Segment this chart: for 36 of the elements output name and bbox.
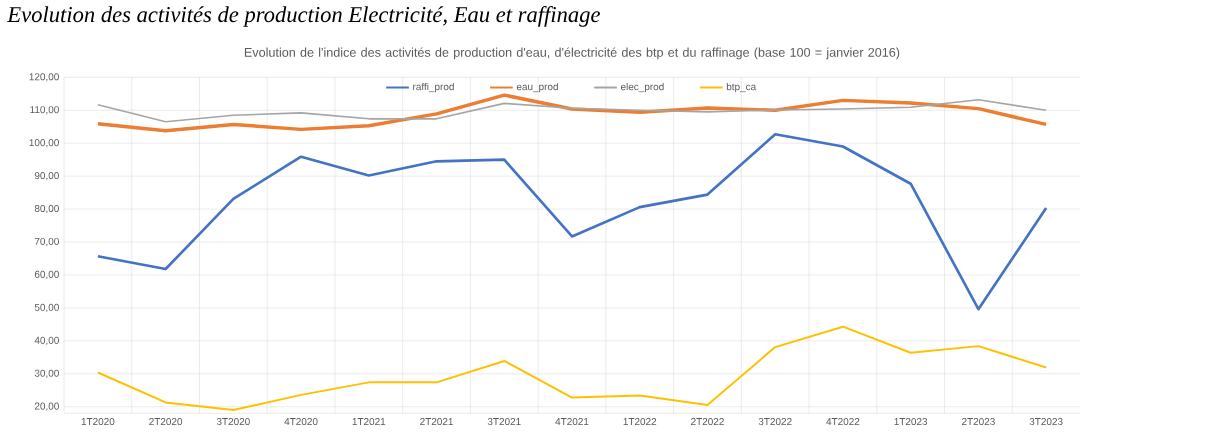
chart-subtitle: Evolution de l'indice des activités de production d'eau, d'électricité des btp et du raffinage (base 100 = janvier 2016) (244, 47, 900, 60)
x-tick-label: 2T2022 (691, 418, 724, 426)
x-tick-label: 1T2022 (623, 418, 657, 426)
x-tick-label: 3T2020 (216, 418, 250, 426)
y-tick-label: 40,00 (34, 336, 59, 346)
x-tick-label: 1T2020 (81, 418, 115, 426)
x-tick-label: 4T2021 (555, 418, 589, 426)
line-series (96, 325, 1048, 412)
y-tick-label: 60,00 (34, 271, 59, 280)
legend-label: elec_prod (620, 83, 664, 93)
legend-label: btp_ca (726, 83, 757, 93)
y-tick-label: 80,00 (34, 205, 59, 214)
x-tick-label: 2T2020 (149, 418, 183, 426)
y-tick-label: 30,00 (34, 369, 59, 379)
legend-label: raffi_prod (413, 83, 454, 93)
line-series (97, 99, 1047, 123)
x-tick-label: 3T2022 (758, 418, 792, 426)
y-tick-label: 90,00 (34, 172, 59, 181)
y-tick-label: 120,00 (29, 73, 59, 82)
line-series (96, 93, 1048, 133)
x-tick-label: 1T2021 (352, 418, 386, 426)
x-tick-label: 2T2023 (962, 418, 995, 426)
y-tick-label: 50,00 (34, 303, 59, 313)
legend-label: eau_prod (516, 83, 558, 93)
chart-title: Evolution des activités de production Electricité, Eau et raffinage (7, 6, 600, 27)
line-series (96, 133, 1048, 311)
x-tick-label: 4T2022 (826, 418, 860, 426)
x-tick-label: 3T2021 (487, 418, 521, 426)
x-tick-label: 4T2020 (284, 418, 318, 426)
y-tick-label: 100,00 (29, 139, 59, 148)
x-tick-label: 3T2023 (1029, 418, 1063, 426)
y-tick-label: 110,00 (30, 106, 59, 115)
y-tick-label: 70,00 (34, 238, 59, 247)
x-tick-label: 1T2023 (894, 418, 928, 426)
x-tick-label: 2T2021 (420, 418, 453, 426)
y-tick-label: 20,00 (34, 402, 59, 412)
